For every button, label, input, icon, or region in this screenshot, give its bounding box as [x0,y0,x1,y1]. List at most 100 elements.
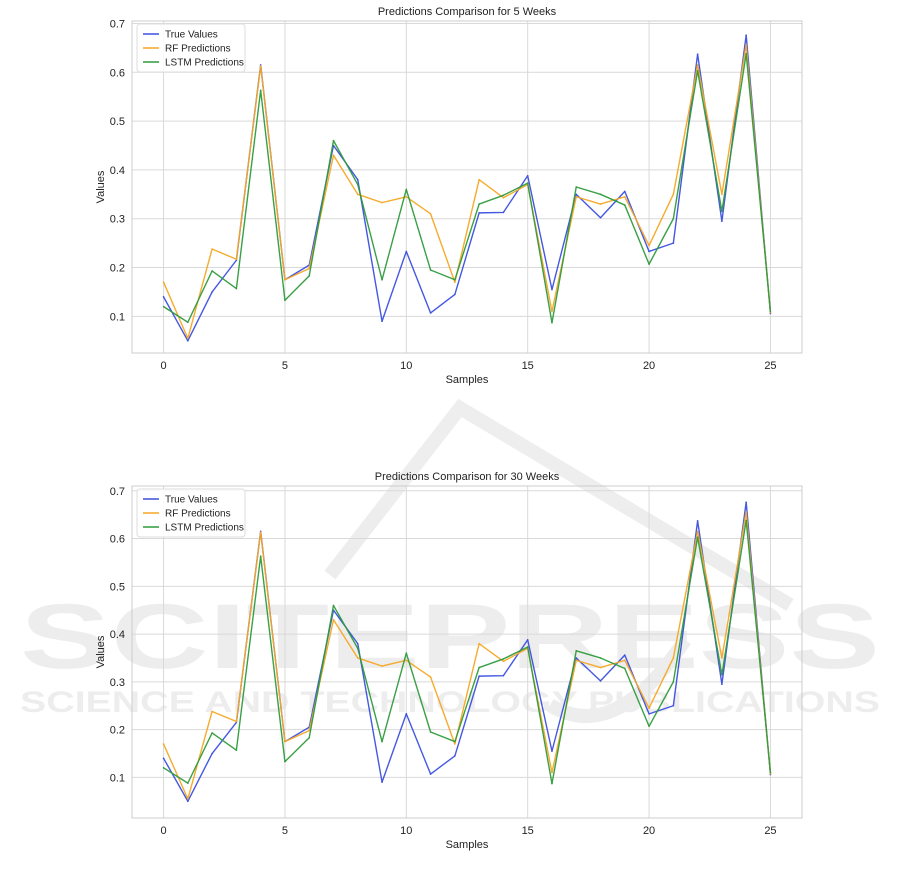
data-point-true [721,220,723,222]
y-tick-label: 0.7 [110,486,125,498]
data-point-true [478,675,480,677]
data-point-lstm [187,782,189,784]
data-point-true [623,654,626,656]
legend-box [136,488,246,538]
legend: True Values RF Predictions LSTM Prediction… [136,488,246,538]
series-line-rf [162,44,772,340]
chart-title: Predictions Comparison for 30 Weeks [375,471,560,483]
data-point-lstm [721,673,723,676]
data-point-true [575,193,578,196]
data-point-true [405,713,408,715]
x-tick-label: 25 [764,825,776,837]
data-point-true [502,674,505,677]
y-tick-label: 0.4 [110,165,125,177]
data-point-rf [211,248,213,250]
data-point-true [745,501,747,504]
data-point-rf [672,657,675,659]
data-point-true [454,755,456,757]
y-tick-label: 0.6 [110,67,125,79]
y-tick-label: 0.1 [110,772,125,784]
legend-label-true: True Values [165,495,218,506]
series-line-lstm [163,53,772,324]
data-point-rf [648,244,650,247]
legend: True Values RF Predictions LSTM Prediction… [136,23,246,73]
data-point-rf [381,201,383,204]
data-point-true [599,680,602,682]
y-tick-label: 0.7 [110,18,125,30]
data-point-lstm [599,657,602,659]
data-point-rf [648,707,650,709]
data-point-rf [235,258,238,261]
data-point-lstm [745,52,747,55]
y-tick-label: 0.2 [110,725,125,737]
data-point-lstm [672,217,675,220]
data-point-true [356,642,359,645]
data-point-rf [429,213,432,215]
data-point-lstm [672,681,675,683]
data-point-rf [696,530,699,533]
data-point-true [187,800,189,803]
data-point-lstm [332,604,335,607]
data-point-rf [623,195,626,198]
x-tick-label: 20 [643,360,655,372]
legend-box [136,23,246,73]
data-point-rf [721,657,723,659]
x-tick-label: 10 [400,825,412,837]
data-point-true [478,212,480,214]
data-point-rf [454,281,456,284]
data-point-true [429,773,432,775]
data-point-true [745,34,747,36]
data-point-true [551,288,553,291]
data-point-lstm [454,740,456,743]
data-point-true [162,296,165,298]
data-point-lstm [599,193,602,196]
data-point-rf [284,740,286,743]
data-point-lstm [623,204,626,206]
data-point-lstm [526,646,529,648]
data-point-rf [623,659,626,662]
legend-label-lstm: LSTM Predictions [165,58,244,69]
data-point-true [551,750,553,752]
data-point-lstm [502,658,505,660]
plot-frame [131,20,803,354]
data-point-lstm [478,666,480,669]
data-point-rf [478,642,480,645]
legend-label-true: True Values [165,30,218,41]
watermark-text-main: SCITEPRESS [20,586,880,688]
data-point-lstm [551,321,553,324]
data-point-rf [356,193,359,196]
data-point-lstm [551,782,553,785]
data-point-lstm [648,263,650,265]
data-point-rf [721,193,723,196]
data-point-rf [308,729,311,732]
data-point-lstm [308,736,311,739]
data-point-true [429,312,432,314]
y-axis-label: Values [95,170,107,203]
data-point-true [502,211,505,214]
data-point-lstm [502,194,505,197]
x-axis-label: Samples [446,839,489,851]
data-point-lstm [356,647,359,650]
data-point-true [599,216,602,219]
y-tick-label: 0.5 [110,581,125,593]
data-point-true [648,713,650,715]
data-point-lstm [696,536,699,538]
data-point-lstm [332,139,335,142]
y-tick-label: 0.4 [110,629,125,641]
data-point-rf [284,278,286,281]
data-point-lstm [235,287,238,290]
data-point-rf [211,710,213,713]
data-point-lstm [211,732,213,734]
data-point-rf [599,666,602,669]
data-point-rf [235,720,238,723]
data-point-lstm [769,310,772,313]
data-point-rf [405,659,408,662]
data-point-rf [745,510,747,513]
data-point-lstm [696,70,699,72]
data-point-lstm [259,89,262,92]
data-point-rf [308,267,311,270]
data-point-true [696,520,699,522]
y-tick-label: 0.1 [110,311,125,323]
data-point-lstm [381,740,383,743]
